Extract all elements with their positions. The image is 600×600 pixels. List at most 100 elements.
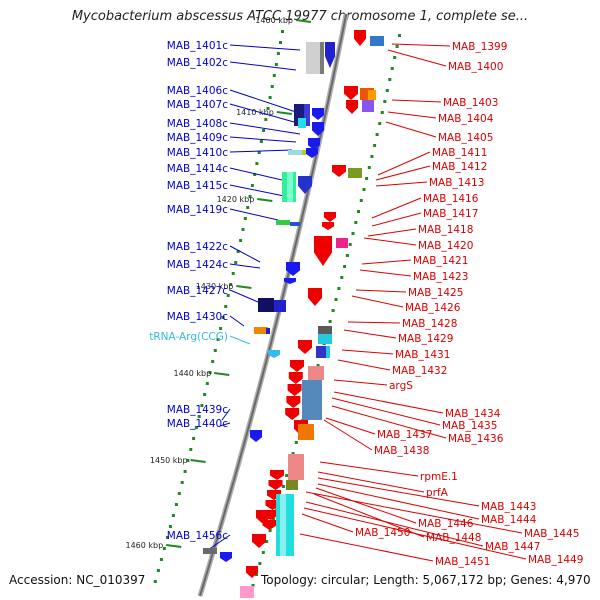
- feature-arrow: [256, 510, 270, 524]
- gene-label-MAB_1437: MAB_1437: [377, 429, 432, 441]
- gene-leader-line: [219, 422, 231, 427]
- feature-arrow: [284, 278, 296, 284]
- track-tick-right: [258, 562, 262, 565]
- feature-arrow: [286, 396, 301, 408]
- track-tick-left: [231, 272, 235, 275]
- track-tick-right: [268, 529, 272, 532]
- track-tick-right: [357, 210, 360, 213]
- gene-leader-line: [303, 507, 527, 560]
- gene-leader-line: [371, 197, 422, 219]
- feature-block: [288, 150, 302, 155]
- scale-tick-mark: [276, 111, 292, 115]
- gene-label-MAB_1408c: MAB_1408c: [167, 118, 228, 130]
- accession-text: Accession: NC_010397: [9, 573, 146, 587]
- gene-label-MAB_1411: MAB_1411: [432, 147, 487, 159]
- track-tick-right: [316, 364, 320, 367]
- gene-label-MAB_1446: MAB_1446: [418, 518, 474, 530]
- feature-arrow: [246, 566, 258, 578]
- track-tick-right: [383, 100, 387, 103]
- feature-block: [316, 346, 326, 358]
- gene-label-MAB_1444: MAB_1444: [481, 514, 537, 526]
- gene-label-MAB_1404: MAB_1404: [438, 113, 494, 125]
- track-tick-right: [354, 221, 358, 224]
- map-title: Mycobacterium abscessus ATCC 19977 chrom…: [71, 9, 529, 24]
- gene-leader-line: [229, 103, 295, 123]
- track-tick-left: [248, 195, 252, 198]
- track-tick-left: [174, 503, 178, 506]
- gene-leader-line: [347, 321, 401, 324]
- track-tick-left: [281, 30, 284, 33]
- feature-block: [266, 328, 270, 334]
- gene-label-MAB_1432: MAB_1432: [392, 365, 447, 377]
- feature-arrow: [262, 520, 277, 530]
- gene-leader-line: [317, 483, 480, 520]
- feature-block: [240, 586, 254, 598]
- gene-leader-line: [319, 461, 419, 477]
- gene-leader-line: [341, 349, 394, 355]
- feature-block: [294, 104, 304, 126]
- feature-arrow: [306, 148, 318, 158]
- feature-block: [287, 172, 293, 202]
- scale-tick-label: 1430 kbp: [196, 282, 234, 291]
- track-tick-right: [343, 265, 347, 268]
- track-tick-left: [197, 415, 201, 418]
- gene-leader-line: [221, 408, 231, 421]
- gene-label-MAB_1413: MAB_1413: [429, 177, 484, 189]
- feature-block: [320, 42, 324, 74]
- gene-leader-line: [371, 212, 422, 227]
- feature-block: [368, 90, 376, 100]
- gene-leader-line: [333, 391, 444, 414]
- track-tick-right: [265, 540, 269, 543]
- gene-leader-line: [361, 259, 412, 265]
- gene-label-MAB_1416: MAB_1416: [423, 193, 479, 205]
- scale-tick-label: 1450 kbp: [150, 456, 188, 465]
- track-tick-right: [373, 144, 377, 147]
- track-tick-left: [156, 569, 160, 572]
- track-tick-left: [205, 382, 209, 385]
- track-tick-left: [171, 514, 175, 517]
- gene-leader-line: [299, 533, 434, 562]
- feature-arrow: [270, 470, 284, 480]
- track-tick-left: [257, 151, 261, 154]
- gene-label-MAB_1421: MAB_1421: [413, 255, 468, 267]
- gene-leader-line: [229, 245, 261, 263]
- feature-block: [203, 548, 217, 554]
- feature-arrow: [287, 384, 302, 396]
- track-tick-left: [200, 404, 204, 407]
- gene-leader-line: [325, 417, 376, 435]
- track-tick-left: [274, 63, 278, 66]
- gene-label-MAB_1412: MAB_1412: [432, 161, 487, 173]
- gene-label-MAB_1403: MAB_1403: [443, 97, 498, 109]
- feature-block: [274, 300, 286, 312]
- gene-label-MAB_1451: MAB_1451: [435, 556, 490, 568]
- gene-leader-line: [317, 471, 425, 493]
- gene-label-MAB_1434: MAB_1434: [445, 408, 501, 420]
- track-tick-left: [213, 349, 217, 352]
- track-tick-left: [266, 107, 270, 110]
- track-tick-right: [251, 584, 255, 587]
- gene-leader-line: [301, 513, 354, 533]
- track-tick-left: [189, 448, 193, 451]
- gene-label-MAB_1417: MAB_1417: [423, 208, 478, 220]
- track-tick-left: [224, 305, 228, 308]
- gene-leader-line: [375, 165, 431, 181]
- track-tick-right: [351, 232, 355, 235]
- scale-tick-label: 1420 kbp: [217, 195, 255, 204]
- feature-block: [348, 168, 362, 178]
- feature-block: [258, 298, 274, 312]
- track-tick-left: [243, 217, 247, 220]
- track-tick-right: [380, 111, 384, 114]
- gene-label-MAB_1431: MAB_1431: [395, 349, 450, 361]
- track-tick-left: [203, 393, 207, 396]
- track-tick-left: [234, 261, 238, 264]
- track-tick-left: [226, 294, 230, 297]
- track-tick-left: [166, 536, 169, 539]
- feature-arrow: [312, 108, 324, 120]
- gene-label-MAB_1435: MAB_1435: [442, 420, 497, 432]
- track-tick-right: [365, 177, 369, 180]
- gene-label-MAB_1419c: MAB_1419c: [167, 204, 228, 216]
- gene-label-MAB_1418: MAB_1418: [418, 224, 473, 236]
- feature-block: [306, 42, 320, 74]
- scale-tick-label: 1410 kbp: [236, 108, 274, 117]
- gene-leader-line: [229, 208, 279, 221]
